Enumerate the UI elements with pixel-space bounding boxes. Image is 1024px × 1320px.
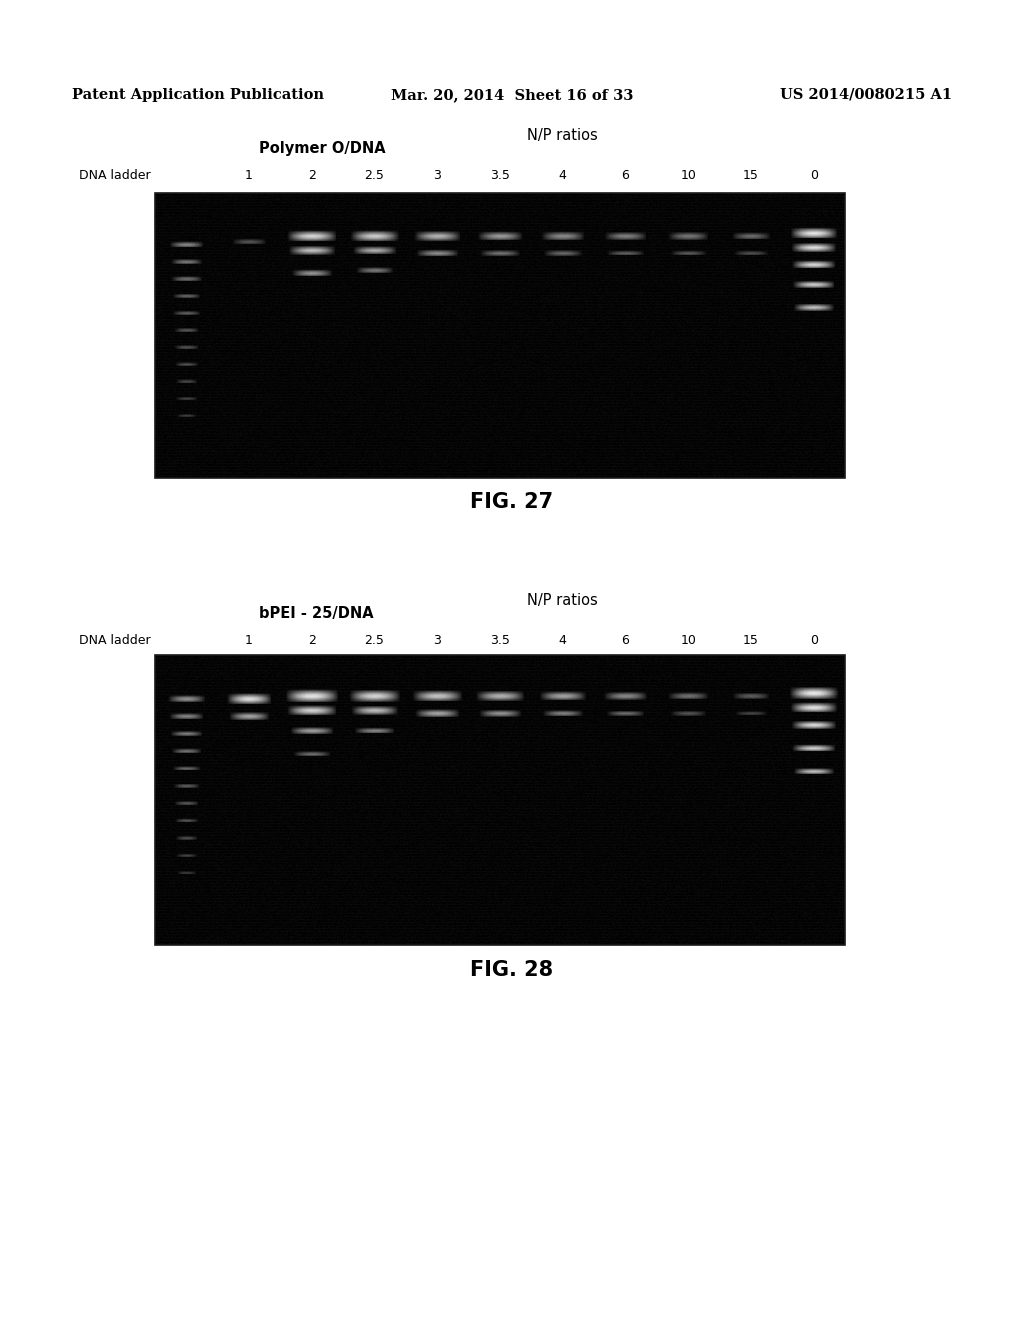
Text: DNA ladder: DNA ladder xyxy=(80,634,151,647)
Text: 1: 1 xyxy=(245,169,253,182)
Text: US 2014/0080215 A1: US 2014/0080215 A1 xyxy=(780,88,952,102)
Text: 4: 4 xyxy=(559,169,566,182)
Text: 2: 2 xyxy=(308,169,315,182)
Text: 3.5: 3.5 xyxy=(490,169,510,182)
Text: 15: 15 xyxy=(743,169,759,182)
Text: Polymer O/DNA: Polymer O/DNA xyxy=(259,141,386,156)
Text: 10: 10 xyxy=(680,634,696,647)
Text: 0: 0 xyxy=(810,634,817,647)
Text: 2.5: 2.5 xyxy=(365,634,384,647)
Text: FIG. 27: FIG. 27 xyxy=(470,492,554,512)
Text: 4: 4 xyxy=(559,634,566,647)
Bar xyxy=(155,193,845,478)
Text: Patent Application Publication: Patent Application Publication xyxy=(72,88,324,102)
Text: 6: 6 xyxy=(622,169,630,182)
Text: 1: 1 xyxy=(245,634,253,647)
Text: 10: 10 xyxy=(680,169,696,182)
Text: FIG. 28: FIG. 28 xyxy=(470,960,554,979)
Text: 3: 3 xyxy=(433,634,441,647)
Text: 0: 0 xyxy=(810,169,817,182)
Text: 6: 6 xyxy=(622,634,630,647)
Text: 2: 2 xyxy=(308,634,315,647)
Text: N/P ratios: N/P ratios xyxy=(527,128,598,143)
Text: bPEI - 25/DNA: bPEI - 25/DNA xyxy=(259,606,374,620)
Text: DNA ladder: DNA ladder xyxy=(80,169,151,182)
Text: 3.5: 3.5 xyxy=(490,634,510,647)
Text: N/P ratios: N/P ratios xyxy=(527,593,598,609)
Text: 3: 3 xyxy=(433,169,441,182)
Text: 15: 15 xyxy=(743,634,759,647)
Text: Mar. 20, 2014  Sheet 16 of 33: Mar. 20, 2014 Sheet 16 of 33 xyxy=(391,88,633,102)
Text: 2.5: 2.5 xyxy=(365,169,384,182)
Bar xyxy=(155,655,845,945)
